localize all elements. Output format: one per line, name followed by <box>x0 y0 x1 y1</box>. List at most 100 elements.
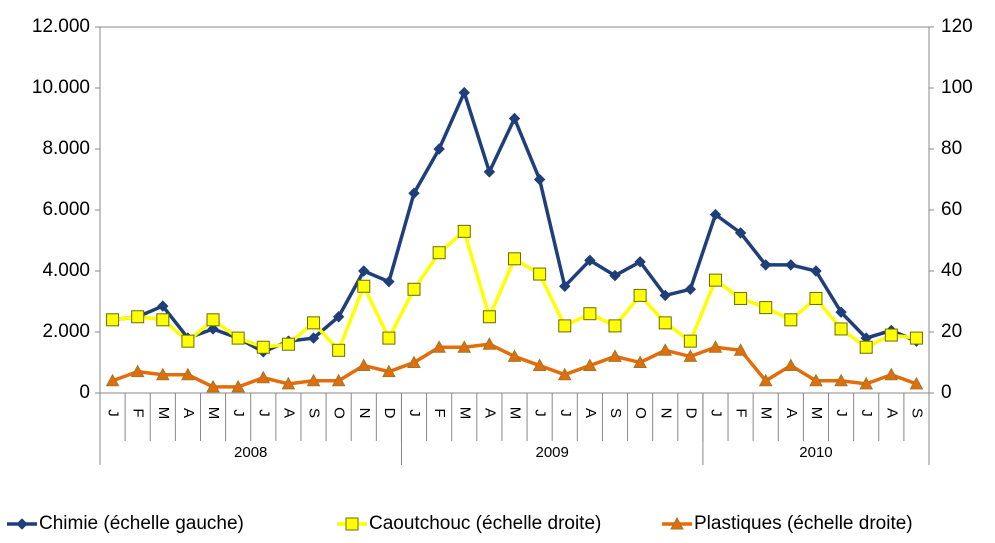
marker <box>457 224 471 238</box>
x-tick-label: M <box>507 407 524 420</box>
x-tick-label: A <box>180 408 197 418</box>
marker <box>532 358 547 372</box>
marker <box>683 334 697 348</box>
x-tick-label: J <box>532 409 549 417</box>
marker <box>407 355 421 368</box>
marker <box>307 316 321 330</box>
legend-label: Plastiques (échelle droite) <box>694 513 913 534</box>
y2-tick-label: 60 <box>941 199 962 220</box>
marker <box>307 332 320 344</box>
marker <box>633 288 647 302</box>
marker <box>382 331 396 345</box>
marker <box>659 289 671 302</box>
x-tick-label: J <box>833 409 850 417</box>
marker <box>608 319 622 333</box>
x-tick-label: A <box>783 408 800 418</box>
marker <box>181 334 195 348</box>
x-tick-label: M <box>758 407 775 420</box>
x-tick-label: A <box>280 408 297 418</box>
x-tick-label: N <box>356 408 373 419</box>
y-tick-label: 10.000 <box>32 77 90 98</box>
marker <box>909 376 924 390</box>
x-tick-label: J <box>406 409 423 417</box>
marker <box>557 367 572 381</box>
x-tick-label: J <box>230 409 247 417</box>
x-tick-label: F <box>733 408 750 417</box>
marker <box>231 331 245 345</box>
marker <box>733 343 748 356</box>
x-tick-label: J <box>858 409 875 417</box>
group-label: 2008 <box>234 444 267 461</box>
marker <box>758 373 773 387</box>
marker <box>533 173 546 186</box>
y2-tick-label: 100 <box>941 77 973 98</box>
marker <box>256 340 270 354</box>
group-label: 2009 <box>535 444 568 461</box>
x-tick-label: A <box>582 408 599 418</box>
x-tick-label: S <box>908 408 925 418</box>
y-tick-label: 6.000 <box>42 199 90 220</box>
marker <box>633 355 647 368</box>
marker <box>332 311 345 323</box>
marker <box>558 319 572 333</box>
y-tick-label: 0 <box>79 382 90 403</box>
x-tick-label: J <box>708 409 725 417</box>
marker <box>131 310 145 324</box>
marker <box>884 328 898 342</box>
marker <box>482 337 497 350</box>
marker <box>281 376 296 390</box>
marker <box>834 373 848 387</box>
marker <box>783 358 798 372</box>
marker <box>508 112 521 125</box>
marker <box>809 291 823 305</box>
x-tick-label: D <box>682 408 699 419</box>
marker <box>583 358 597 372</box>
x-tick-label: J <box>255 409 272 417</box>
marker <box>231 379 246 393</box>
x-tick-label: O <box>331 407 348 419</box>
marker <box>785 259 797 271</box>
marker <box>157 300 169 312</box>
marker <box>508 252 521 266</box>
marker <box>458 86 470 99</box>
marker <box>408 187 420 199</box>
marker <box>784 313 798 327</box>
marker <box>634 256 646 268</box>
y-tick-label: 4.000 <box>42 260 90 281</box>
marker <box>207 323 219 335</box>
marker <box>383 275 395 288</box>
marker <box>281 337 295 351</box>
x-tick-label: A <box>883 408 900 418</box>
marker <box>709 208 722 221</box>
marker <box>106 313 120 327</box>
y-tick-label: 12.000 <box>32 16 90 37</box>
marker <box>670 516 684 530</box>
x-tick-label: M <box>456 407 473 420</box>
marker <box>559 280 571 292</box>
x-tick-label: S <box>607 408 624 418</box>
y-tick-label: 8.000 <box>42 138 90 159</box>
y-tick-label: 2.000 <box>42 321 90 342</box>
marker <box>306 373 321 387</box>
marker <box>206 379 220 393</box>
legend-label: Caoutchouc (échelle droite) <box>369 513 601 534</box>
marker <box>909 331 923 345</box>
marker <box>884 367 899 381</box>
marker <box>332 343 346 357</box>
marker <box>345 517 359 531</box>
marker <box>658 316 672 330</box>
marker <box>433 143 445 155</box>
marker <box>759 301 773 315</box>
marker <box>482 310 496 324</box>
y2-tick-label: 20 <box>941 321 962 342</box>
marker <box>608 349 622 362</box>
x-tick-label: M <box>205 407 222 420</box>
marker <box>859 340 873 354</box>
marker <box>683 349 698 362</box>
marker <box>206 313 220 327</box>
marker <box>658 343 673 356</box>
marker <box>708 340 723 353</box>
marker <box>256 370 271 384</box>
marker <box>810 265 822 277</box>
